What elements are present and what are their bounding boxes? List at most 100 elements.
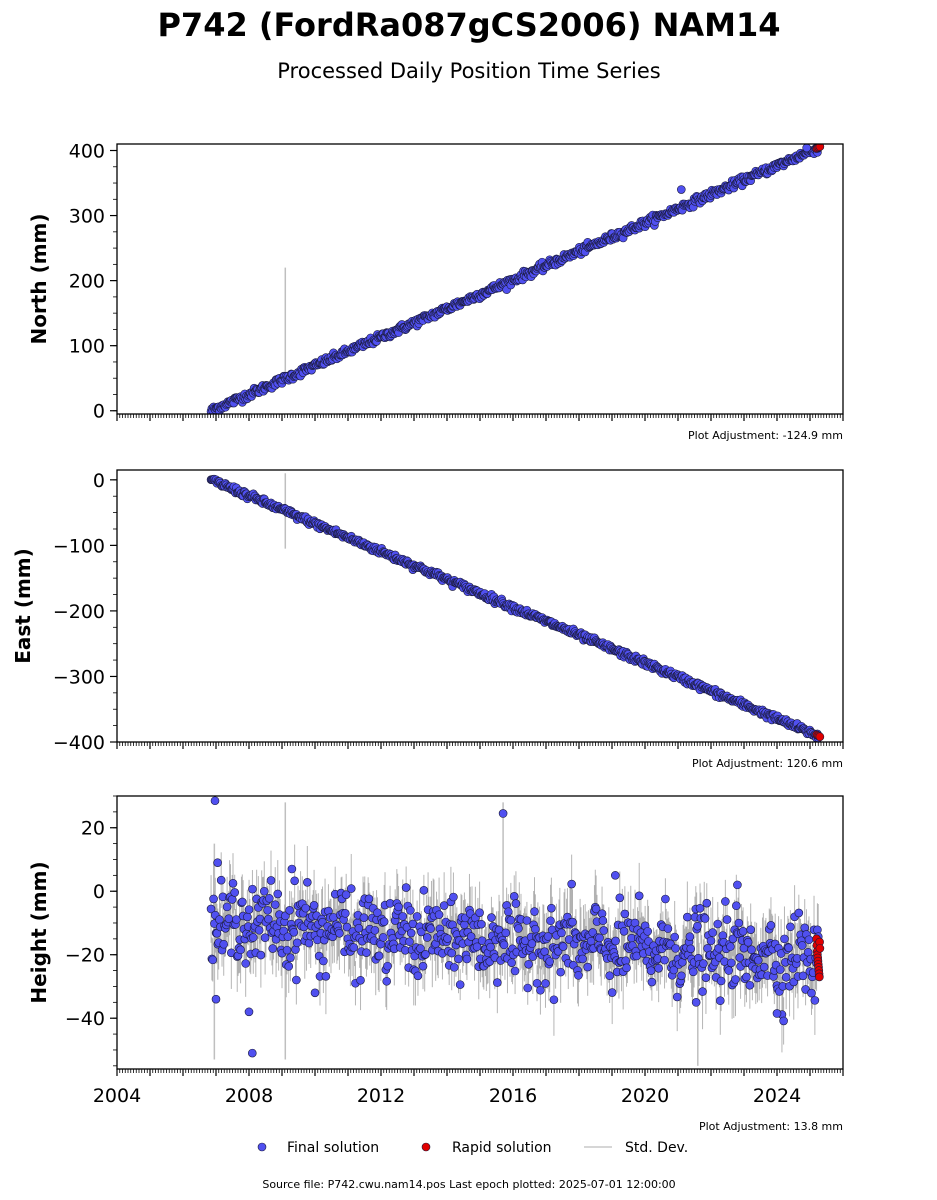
height-final-point [279, 926, 288, 936]
north-y-axis: 0 100 200 300 400 [69, 141, 117, 423]
height-final-point [419, 885, 429, 895]
north-y-tick-label: 100 [69, 336, 105, 358]
height-final-point [775, 965, 785, 974]
height-final-point [209, 894, 218, 904]
height-final-point [208, 955, 218, 965]
height-final-point [237, 897, 247, 907]
height-final-point [349, 943, 359, 952]
height-final-point [715, 996, 725, 1006]
height-final-point [359, 913, 369, 922]
height-final-point [394, 902, 403, 912]
height-final-point [382, 976, 392, 986]
height-final-point [691, 998, 701, 1007]
height-final-point [766, 921, 776, 930]
height-final-point [523, 983, 533, 993]
height-final-point [735, 953, 745, 962]
height-final-point [731, 975, 740, 984]
height-final-point [776, 949, 786, 958]
height-final-point [421, 949, 430, 959]
height-final-point [693, 921, 702, 931]
height-final-point [738, 926, 748, 936]
height-final-point [794, 908, 804, 918]
height-final-point [701, 973, 711, 982]
north-panel: 0 100 200 300 400 North (mm) Plot Adjustment: … [27, 141, 844, 442]
height-y-tick-label: 0 [93, 881, 105, 903]
height-final-point [556, 967, 565, 977]
height-final-point [610, 871, 620, 880]
east-rapid-point [815, 732, 825, 742]
north-rapid-points [812, 144, 825, 153]
height-final-point [504, 907, 513, 917]
height-final-point [578, 954, 587, 964]
height-final-point [661, 894, 670, 904]
north-y-label: North (mm) [27, 213, 51, 344]
height-final-point [772, 1009, 782, 1018]
height-final-point [810, 996, 820, 1005]
height-final-point [708, 928, 717, 937]
height-final-point [472, 942, 482, 952]
height-final-point [558, 942, 568, 951]
height-final-point [574, 971, 583, 980]
height-final-point [241, 959, 250, 968]
height-final-point [643, 927, 652, 936]
height-final-point [530, 907, 539, 916]
height-final-point [671, 944, 680, 953]
height-final-point [620, 909, 630, 919]
east-rapid-points [812, 730, 825, 742]
height-final-point [443, 934, 452, 943]
height-final-point [619, 926, 629, 936]
height-final-point [290, 876, 299, 886]
height-final-point [283, 932, 293, 942]
height-final-point [341, 890, 351, 900]
height-final-point [598, 916, 608, 925]
height-final-point [426, 924, 435, 933]
height-y-tick-label: 20 [81, 818, 105, 840]
height-final-point [248, 933, 258, 942]
height-final-point [248, 1048, 257, 1058]
height-final-point [745, 980, 755, 990]
height-final-point [747, 945, 756, 955]
height-y-tick-label: −40 [65, 1008, 105, 1030]
height-final-point [784, 943, 793, 953]
height-final-point [266, 876, 276, 885]
height-final-point [549, 995, 559, 1005]
east-y-tick-label: −300 [53, 666, 105, 688]
height-y-tick-label: −20 [65, 945, 105, 967]
height-final-point [273, 889, 283, 899]
height-final-point [335, 929, 344, 938]
height-final-point [510, 966, 520, 976]
height-final-point [259, 886, 269, 896]
chart-subtitle: Processed Daily Position Time Series [277, 59, 661, 83]
height-final-point [702, 898, 712, 908]
height-final-point [342, 922, 352, 932]
height-final-point [413, 971, 423, 981]
height-final-point [476, 919, 486, 929]
height-final-point [780, 934, 789, 944]
height-final-point [243, 912, 252, 922]
height-final-point [726, 942, 735, 951]
height-final-point [591, 904, 601, 914]
chart-title: P742 (FordRa087gCS2006) NAM14 [157, 6, 780, 44]
height-final-point [364, 894, 374, 904]
height-final-point [722, 915, 732, 924]
height-final-point [541, 979, 550, 988]
height-final-point [804, 935, 814, 945]
height-y-axis: 20 0 −20 −40 [65, 795, 117, 1067]
height-final-point [422, 933, 432, 942]
height-final-point [354, 923, 364, 933]
height-final-point [398, 912, 408, 921]
height-final-point [583, 962, 592, 972]
height-final-point [406, 928, 416, 938]
height-final-point [507, 958, 516, 967]
height-final-point [401, 883, 411, 892]
height-final-point [447, 948, 457, 958]
height-final-point [611, 936, 620, 946]
height-final-point [210, 796, 220, 806]
height-final-point [726, 958, 736, 968]
height-final-point [310, 988, 320, 998]
height-final-point [319, 956, 328, 966]
height-final-point [475, 908, 484, 917]
height-final-point [374, 951, 384, 961]
height-final-point [256, 950, 266, 960]
